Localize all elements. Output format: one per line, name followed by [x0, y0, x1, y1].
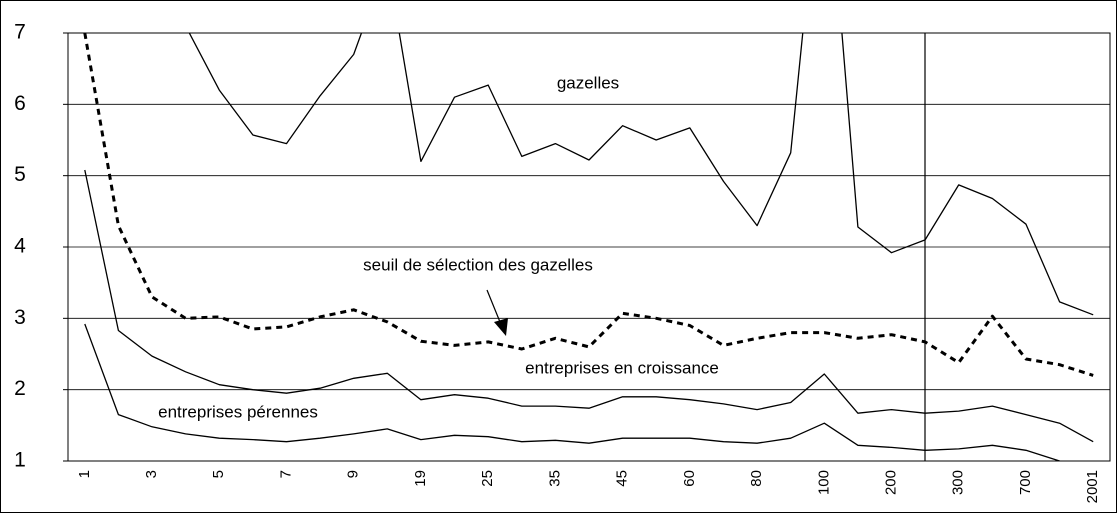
y-tick-label: 1	[14, 449, 26, 472]
y-tick-label: 4	[14, 235, 26, 258]
x-tick-label: 60	[681, 470, 698, 487]
x-tick-label: 9	[345, 470, 362, 478]
x-tick-label: 35	[546, 470, 563, 487]
x-tick-label: 5	[210, 470, 227, 478]
arrow-head	[494, 318, 508, 336]
x-tick-label: 45	[614, 470, 631, 487]
x-tick-label: 19	[412, 470, 429, 487]
annotation: entreprises pérennes	[158, 402, 318, 421]
y-tick-label: 3	[14, 306, 26, 329]
annotation-arrow	[486, 289, 501, 323]
x-tick-label: 200	[882, 470, 899, 495]
y-tick-label: 6	[14, 92, 26, 115]
x-tick-label: 1	[76, 470, 93, 478]
x-tick-label: 2001	[1084, 470, 1101, 503]
x-tick-label: 3	[143, 470, 160, 478]
y-tick-label: 5	[14, 163, 26, 186]
x-tick-label: 7	[277, 470, 294, 478]
x-tick-label: 300	[950, 470, 967, 495]
x-tick-label: 25	[479, 470, 496, 487]
annotation: entreprises en croissance	[525, 358, 719, 377]
annotation: gazelles	[557, 73, 619, 92]
x-tick-label: 700	[1017, 470, 1034, 495]
x-tick-label: 80	[748, 470, 765, 487]
y-tick-label: 7	[14, 21, 26, 44]
y-tick-label: 2	[14, 377, 26, 400]
annotation: seuil de sélection des gazelles	[363, 255, 593, 274]
x-tick-label: 100	[815, 470, 832, 495]
